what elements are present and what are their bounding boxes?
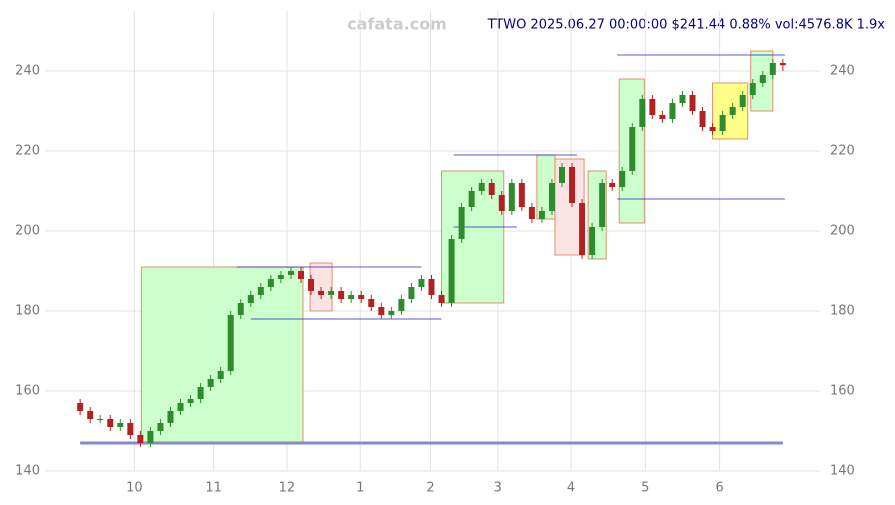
- candle-body: [157, 423, 164, 431]
- y-tick-label: 240: [15, 64, 40, 79]
- candle-body: [538, 211, 545, 219]
- y-tick-label: 180: [830, 304, 855, 319]
- candle-body: [639, 99, 646, 127]
- y-tick-label: 220: [830, 144, 855, 159]
- candle-body: [599, 183, 606, 227]
- candle-body: [338, 291, 345, 299]
- candle-body: [297, 271, 304, 279]
- zone: [712, 82, 749, 140]
- candle-body: [328, 291, 335, 295]
- candle-body: [287, 271, 294, 275]
- candle-body: [478, 183, 485, 191]
- candle-body: [97, 419, 104, 420]
- x-tick-label: 1: [356, 481, 364, 496]
- watermark: cafata.com: [347, 15, 447, 34]
- candle-body: [468, 191, 475, 207]
- candle-body: [308, 279, 315, 291]
- candle-body: [498, 195, 505, 211]
- candle-body: [609, 183, 616, 187]
- candle-body: [719, 115, 726, 131]
- candle-body: [177, 403, 184, 411]
- candle-body: [779, 63, 786, 66]
- candle-body: [247, 295, 254, 303]
- candle-body: [388, 311, 395, 315]
- candle-body: [569, 167, 576, 203]
- candle-body: [348, 295, 355, 299]
- candle-body: [197, 387, 204, 399]
- y-tick-label: 200: [830, 224, 855, 239]
- candle-body: [589, 227, 596, 255]
- candle-body: [649, 99, 656, 115]
- candle-body: [117, 423, 124, 427]
- candle-body: [378, 307, 385, 315]
- candle-body: [769, 63, 776, 75]
- candle-body: [729, 107, 736, 115]
- candle-body: [528, 207, 535, 219]
- y-tick-label: 220: [15, 144, 40, 159]
- candle-body: [267, 279, 274, 287]
- y-tick-label: 240: [830, 64, 855, 79]
- candle-body: [277, 275, 284, 279]
- candle-body: [518, 183, 525, 207]
- candle-body: [689, 95, 696, 111]
- candle-body: [679, 95, 686, 103]
- candle-body: [358, 295, 365, 299]
- candle-body: [77, 403, 84, 411]
- candle-body: [237, 303, 244, 315]
- candle-body: [699, 111, 706, 127]
- candle-body: [458, 207, 465, 239]
- candle-body: [87, 411, 94, 419]
- candle-body: [187, 399, 194, 403]
- zone: [140, 266, 304, 444]
- x-tick-label: 2: [426, 481, 434, 496]
- x-tick-label: 5: [641, 481, 649, 496]
- candle-body: [659, 115, 666, 119]
- x-tick-label: 6: [715, 481, 723, 496]
- candle-body: [167, 411, 174, 423]
- chart-title: TTWO 2025.06.27 00:00:00 $241.44 0.88% v…: [487, 18, 886, 33]
- candle-body: [257, 287, 264, 295]
- candle-body: [227, 315, 234, 371]
- candle-body: [488, 183, 495, 195]
- candle-body: [548, 183, 555, 211]
- candle-body: [629, 127, 636, 171]
- candle-body: [368, 299, 375, 307]
- y-tick-label: 180: [15, 304, 40, 319]
- candle-body: [579, 203, 586, 255]
- candle-body: [559, 167, 566, 183]
- y-tick-label: 160: [830, 384, 855, 399]
- x-tick-label: 11: [205, 481, 222, 496]
- candle-body: [318, 291, 325, 295]
- candle-body: [759, 75, 766, 83]
- candle-body: [739, 95, 746, 107]
- candle-body: [137, 435, 144, 443]
- y-tick-label: 200: [15, 224, 40, 239]
- x-tick-label: 4: [567, 481, 575, 496]
- y-tick-label: 140: [15, 464, 40, 479]
- candle-body: [217, 371, 224, 379]
- candle-body: [147, 431, 154, 443]
- candle-body: [107, 419, 114, 427]
- candle-body: [508, 183, 515, 211]
- candle-body: [418, 279, 425, 287]
- candle-body: [207, 379, 214, 387]
- candle-body: [428, 279, 435, 295]
- y-tick-label: 140: [830, 464, 855, 479]
- x-tick-label: 10: [126, 481, 143, 496]
- candle-body: [127, 423, 134, 435]
- candle-body: [398, 299, 405, 311]
- candle-body: [438, 295, 445, 303]
- candle-body: [619, 171, 626, 187]
- candle-body: [749, 83, 756, 95]
- candle-body: [448, 239, 455, 303]
- candle-body: [709, 127, 716, 131]
- x-tick-label: 12: [279, 481, 296, 496]
- candle-body: [669, 103, 676, 119]
- candle-body: [408, 287, 415, 299]
- x-tick-label: 3: [494, 481, 502, 496]
- y-tick-label: 160: [15, 384, 40, 399]
